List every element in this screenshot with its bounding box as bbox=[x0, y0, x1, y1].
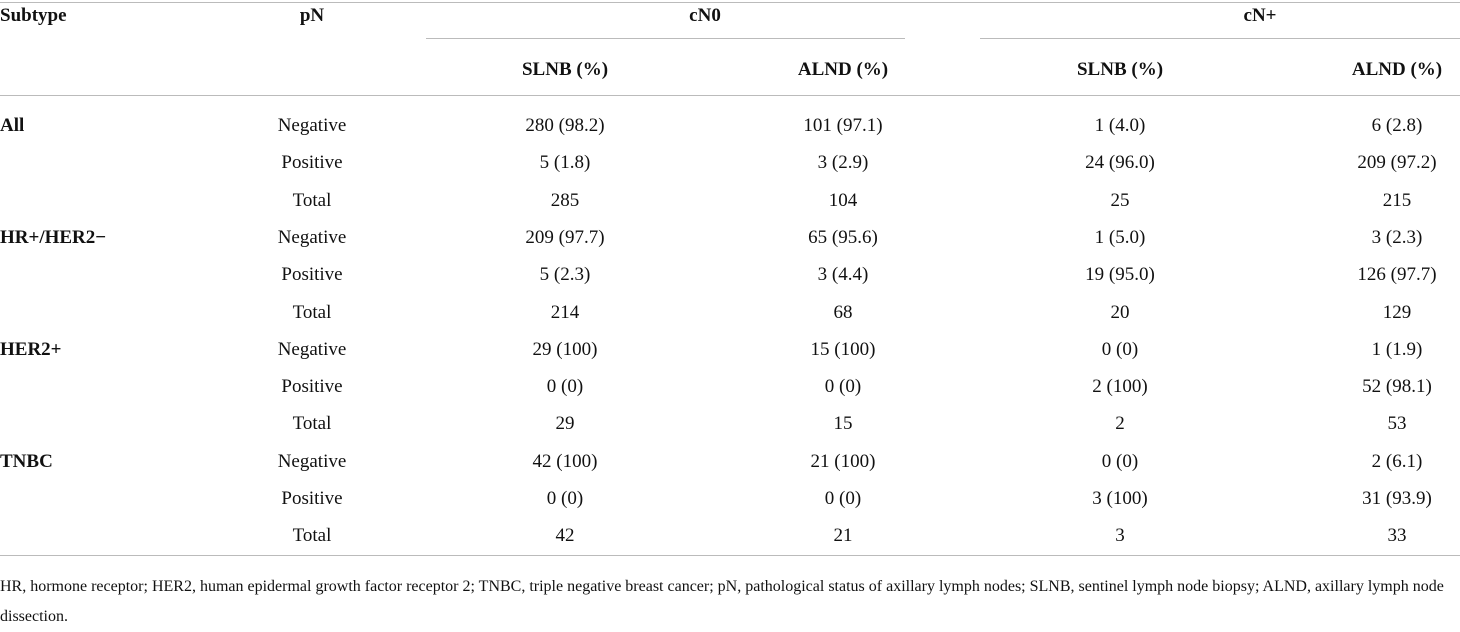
table-cell: 2 (100) bbox=[1092, 376, 1148, 398]
row-subtype: HR+/HER2− bbox=[0, 226, 107, 248]
table-cell: Positive bbox=[281, 376, 343, 398]
table-cell: 0 (0) bbox=[546, 376, 584, 398]
table-cell: 0 (0) bbox=[1101, 338, 1139, 360]
table-cell: Total bbox=[292, 189, 332, 211]
table-cell: Negative bbox=[277, 338, 347, 360]
table-cell: 5 (2.3) bbox=[539, 264, 591, 286]
table-cell: Total bbox=[292, 413, 332, 435]
table-cell: 214 bbox=[550, 301, 580, 323]
table-cell: 33 bbox=[1387, 525, 1407, 547]
header-rule bbox=[0, 95, 1460, 96]
table-cell: 126 (97.7) bbox=[1357, 264, 1437, 286]
table-cell: 129 bbox=[1382, 301, 1412, 323]
table-cell: Positive bbox=[281, 264, 343, 286]
table-cell: 209 (97.2) bbox=[1357, 152, 1437, 174]
header-cell: ALND (%) bbox=[1351, 59, 1443, 80]
header-cell: Subtype bbox=[0, 5, 67, 26]
table-cell: 21 bbox=[833, 525, 853, 547]
table-cell: 25 bbox=[1110, 189, 1130, 211]
group-rule bbox=[426, 38, 905, 39]
table-cell: 3 (2.3) bbox=[1371, 226, 1423, 248]
table-cell: 15 bbox=[833, 413, 853, 435]
table-cell: 1 (1.9) bbox=[1371, 338, 1423, 360]
table-cell: Total bbox=[292, 525, 332, 547]
table-cell: Negative bbox=[277, 450, 347, 472]
table-cell: 42 bbox=[555, 525, 575, 547]
table-cell: 0 (0) bbox=[824, 376, 862, 398]
table-cell: 209 (97.7) bbox=[525, 226, 605, 248]
table-cell: 5 (1.8) bbox=[539, 152, 591, 174]
table-cell: Negative bbox=[277, 226, 347, 248]
group-rule bbox=[980, 38, 1460, 39]
table-cell: 15 (100) bbox=[810, 338, 876, 360]
table-cell: 0 (0) bbox=[824, 488, 862, 509]
table-cell: 42 (100) bbox=[532, 450, 598, 472]
header-group: cN+ bbox=[1243, 5, 1277, 26]
table-cell: 215 bbox=[1382, 189, 1412, 211]
footnote: HR, hormone receptor; HER2, human epider… bbox=[0, 578, 1444, 625]
table-cell: 101 (97.1) bbox=[803, 115, 883, 136]
table-cell: 0 (0) bbox=[546, 488, 584, 509]
table-cell: 21 (100) bbox=[810, 450, 876, 472]
table-cell: 1 (4.0) bbox=[1094, 115, 1146, 136]
table-cell: 3 bbox=[1115, 525, 1125, 547]
table-cell: 6 (2.8) bbox=[1371, 115, 1423, 136]
table-cell: 19 (95.0) bbox=[1085, 264, 1155, 286]
table-cell: 280 (98.2) bbox=[525, 115, 605, 136]
table-cell: 3 (2.9) bbox=[817, 152, 869, 174]
table-cell: Total bbox=[292, 301, 332, 323]
header-group: cN0 bbox=[689, 5, 721, 26]
header-cell: SLNB (%) bbox=[521, 59, 609, 80]
table-cell: 29 bbox=[555, 413, 575, 435]
table-cell: 0 (0) bbox=[1101, 450, 1139, 472]
table-cell: 68 bbox=[833, 301, 853, 323]
table-cell: 1 (5.0) bbox=[1094, 226, 1146, 248]
table-cell: 31 (93.9) bbox=[1362, 488, 1432, 509]
bottom-rule bbox=[0, 555, 1460, 556]
header-cell: SLNB (%) bbox=[1076, 59, 1164, 80]
table-cell: Positive bbox=[281, 488, 343, 509]
table-cell: 104 bbox=[828, 189, 858, 211]
table-cell: Positive bbox=[281, 152, 343, 174]
table-cell: 285 bbox=[550, 189, 580, 211]
top-rule bbox=[0, 2, 1460, 3]
table-cell: 53 bbox=[1387, 413, 1407, 435]
table-cell: 3 (100) bbox=[1092, 488, 1148, 509]
table-cell: 3 (4.4) bbox=[817, 264, 869, 286]
row-subtype: All bbox=[0, 115, 25, 136]
table-cell: 2 bbox=[1115, 413, 1125, 435]
table-cell: 2 (6.1) bbox=[1371, 450, 1423, 472]
header-cell: ALND (%) bbox=[797, 59, 889, 80]
table-cell: 65 (95.6) bbox=[808, 226, 878, 248]
table-cell: 24 (96.0) bbox=[1085, 152, 1155, 174]
table-cell: 29 (100) bbox=[532, 338, 598, 360]
header-cell: pN bbox=[299, 5, 325, 26]
table-cell: 20 bbox=[1110, 301, 1130, 323]
table-cell: 52 (98.1) bbox=[1362, 376, 1432, 398]
table-cell: Negative bbox=[277, 115, 347, 136]
row-subtype: HER2+ bbox=[0, 338, 62, 360]
row-subtype: TNBC bbox=[0, 450, 53, 472]
